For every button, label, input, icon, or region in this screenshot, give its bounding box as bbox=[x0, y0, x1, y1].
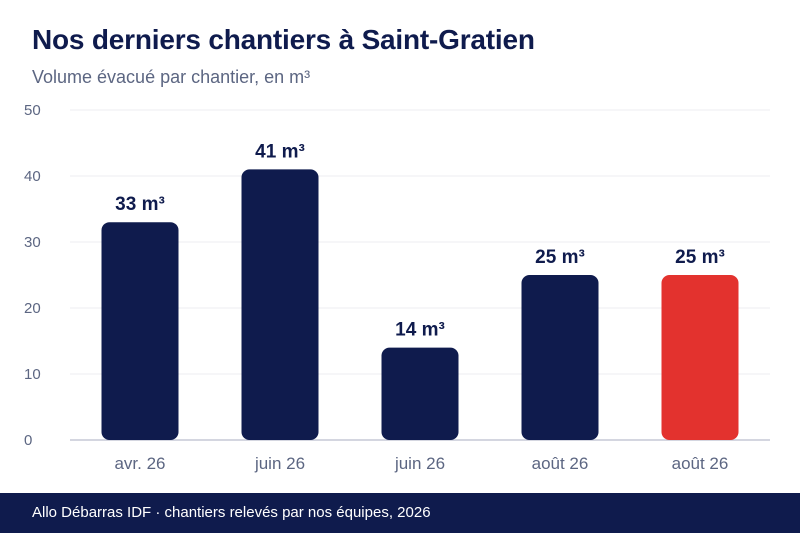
chart-title: Nos derniers chantiers à Saint-Gratien bbox=[32, 24, 535, 55]
bar-value-label: 25 m³ bbox=[675, 247, 725, 268]
bar-value-label: 33 m³ bbox=[115, 194, 165, 215]
bar-value-label: 14 m³ bbox=[395, 320, 445, 341]
bar-chart: 0 10 20 30 40 50 33 m³ avr. 26 41 m³ juin 26 14 m³… bbox=[24, 102, 770, 473]
x-tick-label: juin 26 bbox=[394, 454, 445, 473]
y-tick-label: 0 bbox=[24, 432, 32, 449]
y-tick-label: 10 bbox=[24, 366, 41, 383]
chart-subtitle: Volume évacué par chantier, en m³ bbox=[32, 67, 311, 87]
x-tick-label: avr. 26 bbox=[114, 454, 165, 473]
bar bbox=[381, 347, 459, 440]
bar bbox=[101, 222, 179, 440]
y-tick-label: 40 bbox=[24, 168, 41, 185]
bar bbox=[661, 275, 739, 440]
x-tick-label: août 26 bbox=[532, 454, 589, 473]
x-tick-label: juin 26 bbox=[254, 454, 305, 473]
footer-bar: Allo Débarras IDF · chantiers relevés pa… bbox=[0, 493, 800, 533]
y-tick-label: 50 bbox=[24, 102, 41, 119]
bar-value-label: 41 m³ bbox=[255, 141, 305, 162]
bar-value-label: 25 m³ bbox=[535, 247, 585, 268]
y-tick-label: 20 bbox=[24, 300, 41, 317]
x-tick-label: août 26 bbox=[672, 454, 729, 473]
bar bbox=[521, 275, 599, 440]
bar bbox=[241, 169, 319, 440]
footer-source-text: Allo Débarras IDF · chantiers relevés pa… bbox=[32, 504, 431, 521]
y-tick-label: 30 bbox=[24, 234, 41, 251]
